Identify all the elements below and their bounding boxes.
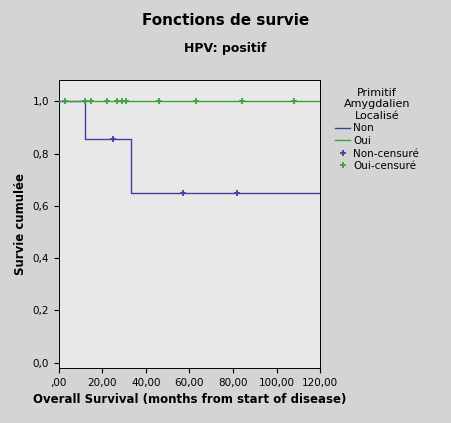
Text: Fonctions de survie: Fonctions de survie [142,13,309,27]
X-axis label: Overall Survival (months from start of disease): Overall Survival (months from start of d… [33,393,346,406]
Y-axis label: Survie cumulée: Survie cumulée [14,173,27,275]
Legend: Non, Oui, Non-censuré, Oui-censuré: Non, Oui, Non-censuré, Oui-censuré [333,85,421,173]
Text: HPV: positif: HPV: positif [184,42,267,55]
